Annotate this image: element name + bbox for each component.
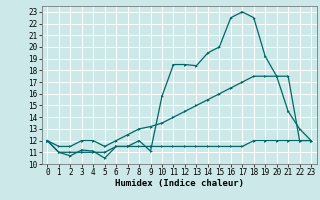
X-axis label: Humidex (Indice chaleur): Humidex (Indice chaleur) bbox=[115, 179, 244, 188]
